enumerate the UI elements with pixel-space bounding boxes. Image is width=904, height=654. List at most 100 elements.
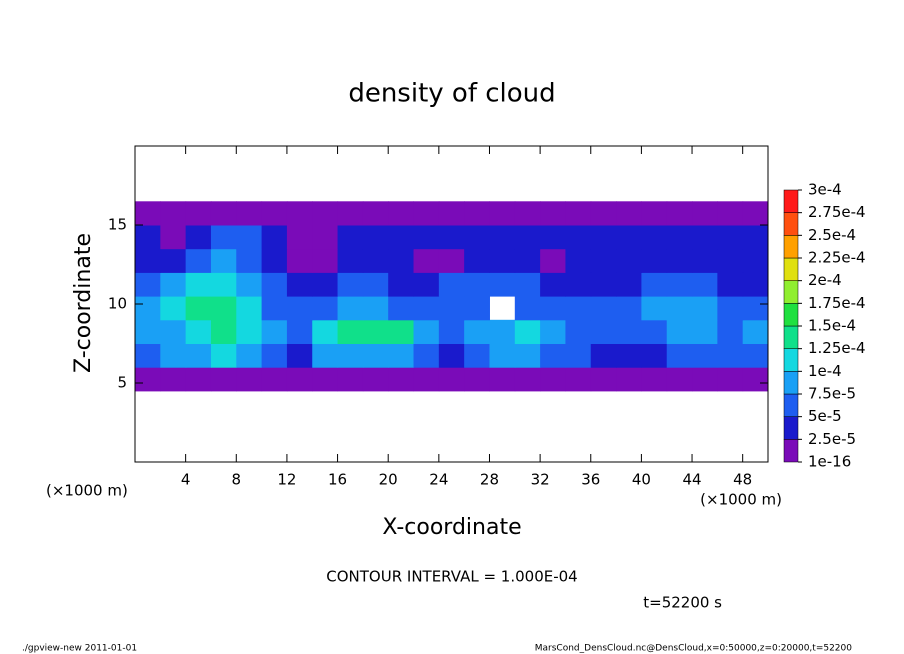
- cell: [666, 201, 693, 226]
- cell: [312, 225, 339, 250]
- cell: [616, 367, 642, 392]
- cell: [717, 367, 744, 392]
- cell: [742, 343, 769, 368]
- cell: [666, 367, 693, 392]
- colorbar-box: [783, 212, 799, 236]
- colorbar-box: [783, 439, 799, 463]
- cell: [540, 225, 566, 250]
- colorbar-box: [783, 416, 799, 440]
- cell: [160, 225, 187, 250]
- colorbar-box: [783, 257, 799, 281]
- cell: [565, 367, 592, 392]
- cell: [565, 225, 592, 250]
- cell: [514, 248, 541, 273]
- cell: [616, 248, 642, 273]
- cell: [590, 201, 617, 226]
- cell: [692, 343, 718, 368]
- cell: [135, 319, 161, 344]
- cell: [388, 296, 415, 321]
- cell: [616, 201, 642, 226]
- cell: [590, 248, 617, 273]
- cell: [666, 225, 693, 250]
- cell: [565, 319, 592, 344]
- cell: [692, 272, 718, 297]
- cell: [464, 319, 490, 344]
- cell: [388, 201, 415, 226]
- colorbar-label: 3e-4: [808, 181, 842, 199]
- cell: [160, 367, 187, 392]
- cell: [692, 225, 718, 250]
- cell: [438, 367, 465, 392]
- x-tick-label: 44: [682, 471, 701, 489]
- cell: [413, 296, 440, 321]
- cell: [438, 343, 465, 368]
- cell: [286, 248, 313, 273]
- cell: [565, 296, 592, 321]
- cell: [135, 367, 161, 392]
- cell: [565, 272, 592, 297]
- cell: [540, 201, 566, 226]
- cell: [641, 296, 668, 321]
- cell: [590, 343, 617, 368]
- cell: [261, 225, 288, 250]
- colorbar-label: 1.75e-4: [808, 294, 866, 312]
- cell: [565, 201, 592, 226]
- colorbar-label: 7.5e-5: [808, 385, 856, 403]
- colorbar-label: 2.75e-4: [808, 203, 866, 221]
- cell: [641, 201, 668, 226]
- cell: [286, 367, 313, 392]
- cell: [388, 272, 415, 297]
- colorbar-label: 2.5e-5: [808, 430, 856, 448]
- cell: [236, 272, 263, 297]
- colorbar-box: [783, 280, 799, 304]
- cell: [261, 248, 288, 273]
- cell: [616, 319, 642, 344]
- cell: [717, 272, 744, 297]
- cell: [565, 343, 592, 368]
- y-tick-label: 15: [108, 216, 127, 234]
- colorbar-label: 1.5e-4: [808, 317, 856, 335]
- cell: [616, 272, 642, 297]
- cell: [388, 343, 415, 368]
- cell: [261, 201, 288, 226]
- cell: [692, 319, 718, 344]
- cell: [185, 296, 212, 321]
- cell: [185, 225, 212, 250]
- cell: [489, 367, 516, 392]
- y-unit: (×1000 m): [46, 482, 128, 500]
- cell: [286, 201, 313, 226]
- cell: [236, 296, 263, 321]
- cell: [717, 343, 744, 368]
- cell: [438, 272, 465, 297]
- cell: [616, 225, 642, 250]
- x-axis-label: X-coordinate: [382, 515, 521, 540]
- cell: [286, 225, 313, 250]
- cell: [362, 296, 389, 321]
- cell: [438, 225, 465, 250]
- cell: [210, 343, 237, 368]
- cell: [590, 367, 617, 392]
- x-tick-label: 32: [531, 471, 550, 489]
- colorbar-label: 5e-5: [808, 407, 842, 425]
- y-tick-label: 5: [117, 374, 127, 392]
- cell: [438, 319, 465, 344]
- colorbar-box: [783, 189, 799, 213]
- cell: [261, 296, 288, 321]
- cell: [489, 343, 516, 368]
- cell: [666, 319, 693, 344]
- cell: [312, 296, 339, 321]
- cell: [362, 201, 389, 226]
- cell: [362, 343, 389, 368]
- cell: [210, 248, 237, 273]
- cell: [185, 248, 212, 273]
- cell: [464, 343, 490, 368]
- x-tick-label: 4: [181, 471, 191, 489]
- cell: [413, 272, 440, 297]
- cell: [692, 367, 718, 392]
- cell: [160, 248, 187, 273]
- x-unit: (×1000 m): [700, 491, 782, 509]
- cell: [641, 272, 668, 297]
- cell: [312, 343, 339, 368]
- cell: [261, 272, 288, 297]
- colorbar-box: [783, 393, 799, 417]
